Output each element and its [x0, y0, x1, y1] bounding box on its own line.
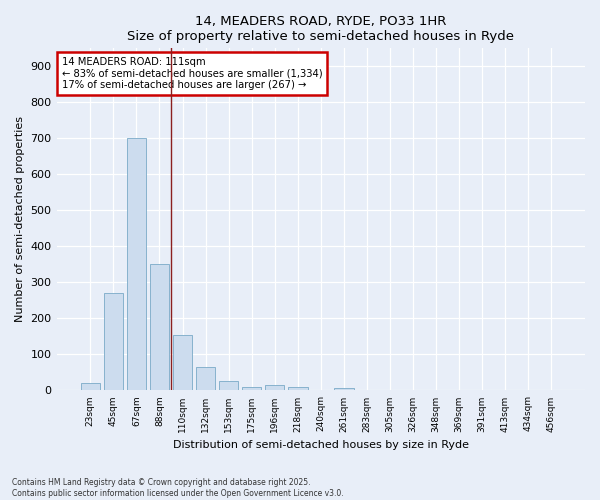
- X-axis label: Distribution of semi-detached houses by size in Ryde: Distribution of semi-detached houses by …: [173, 440, 469, 450]
- Bar: [219, 382, 238, 390]
- Bar: [80, 383, 100, 390]
- Bar: [288, 387, 308, 390]
- Bar: [265, 385, 284, 390]
- Bar: [149, 264, 169, 390]
- Bar: [334, 388, 353, 390]
- Bar: [242, 387, 262, 390]
- Text: Contains HM Land Registry data © Crown copyright and database right 2025.
Contai: Contains HM Land Registry data © Crown c…: [12, 478, 344, 498]
- Bar: [127, 138, 146, 390]
- Bar: [196, 367, 215, 390]
- Y-axis label: Number of semi-detached properties: Number of semi-detached properties: [15, 116, 25, 322]
- Bar: [173, 334, 193, 390]
- Text: 14 MEADERS ROAD: 111sqm
← 83% of semi-detached houses are smaller (1,334)
17% of: 14 MEADERS ROAD: 111sqm ← 83% of semi-de…: [62, 57, 322, 90]
- Title: 14, MEADERS ROAD, RYDE, PO33 1HR
Size of property relative to semi-detached hous: 14, MEADERS ROAD, RYDE, PO33 1HR Size of…: [127, 15, 514, 43]
- Bar: [104, 293, 123, 390]
